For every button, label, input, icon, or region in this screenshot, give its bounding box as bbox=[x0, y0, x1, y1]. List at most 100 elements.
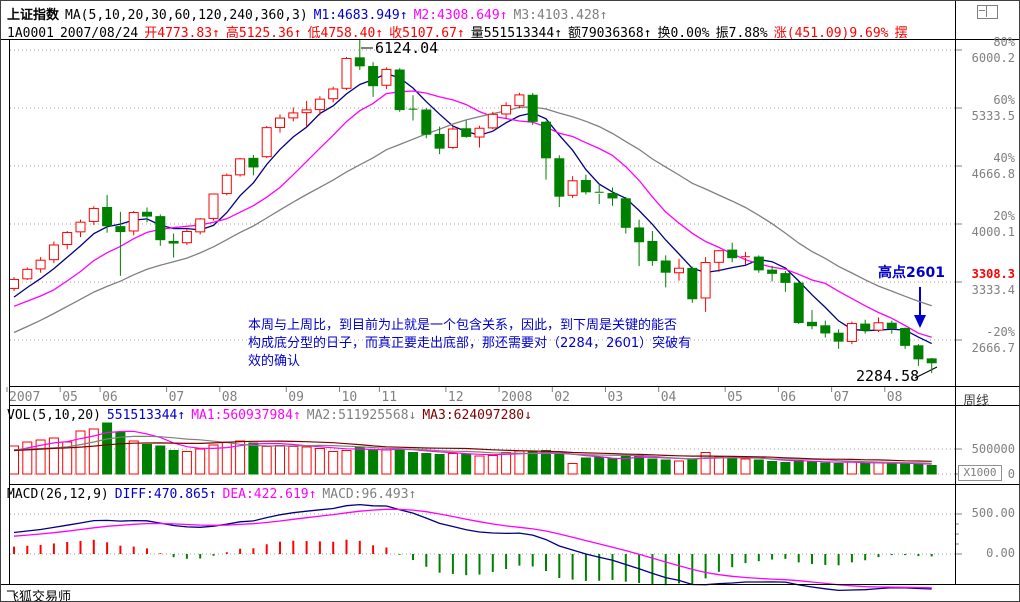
volume-bar bbox=[48, 437, 59, 475]
price-axis-value-label: 3333.4 bbox=[971, 283, 1015, 297]
volume-bar bbox=[434, 454, 445, 475]
candle-body bbox=[155, 216, 166, 241]
volume-bar bbox=[501, 452, 512, 475]
period-label[interactable]: 周线 bbox=[963, 394, 990, 409]
price-axis-pct-label: 3308.3 bbox=[971, 267, 1015, 281]
info-segment: 开4773.83↑ bbox=[144, 26, 220, 41]
info-segment: 2007/08/24 bbox=[59, 26, 139, 41]
price-axis-value-label: 6000.2 bbox=[971, 51, 1015, 65]
volume-ma20-line bbox=[13, 440, 932, 462]
candle-body bbox=[248, 157, 259, 168]
candle-body bbox=[447, 128, 458, 148]
month-label: 10 bbox=[341, 390, 358, 405]
candle-body bbox=[208, 193, 219, 219]
info-segment: 换0.00% bbox=[657, 26, 710, 41]
volume-bar bbox=[753, 459, 764, 475]
candle-body bbox=[807, 321, 817, 327]
info-segment: VOL(5,10,20) bbox=[7, 408, 101, 423]
volume-bar bbox=[727, 458, 738, 475]
volume-bar bbox=[368, 449, 379, 475]
volume-bar bbox=[88, 428, 99, 475]
month-label: 05 bbox=[62, 390, 78, 405]
info-segment: 涨(451.09)9.69% bbox=[773, 26, 889, 41]
candle-body bbox=[514, 94, 525, 107]
info-segment: 额79036368↑ bbox=[568, 26, 652, 41]
volume-unit-badge: X1000 bbox=[958, 465, 1002, 481]
volume-bar bbox=[740, 458, 751, 475]
month-label: 2008 bbox=[501, 390, 533, 405]
candle-body bbox=[474, 127, 485, 138]
volume-bar bbox=[926, 465, 937, 475]
candle-body bbox=[607, 193, 618, 199]
candle-body bbox=[275, 117, 285, 128]
macd-axis-label: 0.00 bbox=[986, 546, 1015, 560]
candle-body bbox=[634, 227, 645, 243]
volume-bar bbox=[820, 462, 831, 475]
info-segment: 收5107.67↑ bbox=[389, 26, 465, 41]
candle-body bbox=[434, 133, 445, 149]
peak-price-label: 6124.04 bbox=[375, 39, 439, 57]
month-label: 02 bbox=[554, 390, 570, 405]
volume-bar bbox=[833, 463, 844, 475]
candle-body bbox=[461, 128, 472, 137]
info-segment: DIFF:470.865↑ bbox=[114, 487, 217, 502]
price-ma10-line bbox=[13, 90, 932, 338]
low-label-leader-line bbox=[914, 366, 938, 379]
candle-body bbox=[9, 278, 19, 289]
candle-body bbox=[128, 212, 139, 232]
candle-body bbox=[22, 268, 33, 280]
volume-bar bbox=[541, 450, 551, 475]
macd-dea-line bbox=[13, 508, 932, 589]
price-ma20-line bbox=[13, 106, 932, 334]
price-axis-pct-label: 80% bbox=[993, 35, 1015, 49]
volume-bar bbox=[860, 463, 871, 475]
volume-bar bbox=[288, 446, 299, 475]
info-segment: M1:4683.949↑ bbox=[313, 8, 408, 23]
volume-bar bbox=[461, 453, 472, 475]
volume-bar bbox=[35, 439, 46, 475]
candle-body bbox=[860, 323, 871, 331]
volume-axis-label: 0 bbox=[1007, 467, 1015, 481]
volume-bar bbox=[408, 452, 418, 475]
candle-body bbox=[35, 259, 46, 270]
candle-body bbox=[541, 121, 551, 159]
volume-bar bbox=[674, 460, 684, 475]
candle-body bbox=[580, 180, 591, 193]
volume-info-line: VOL(5,10,20) 551513344↑ MA1:560937984↑ MA2:… bbox=[7, 408, 951, 423]
info-segment: MA(5,10,20,30,60,120,240,360,3) bbox=[65, 8, 308, 23]
month-label: 11 bbox=[381, 390, 398, 405]
volume-bar bbox=[22, 441, 33, 475]
volume-bar bbox=[527, 451, 538, 475]
volume-bar bbox=[687, 459, 698, 475]
candle-body bbox=[713, 250, 724, 263]
volume-bar bbox=[142, 444, 152, 475]
candle-body bbox=[354, 57, 365, 67]
info-segment: M2:4308.649↑ bbox=[413, 8, 508, 23]
candle-body bbox=[620, 198, 631, 228]
candle-body bbox=[168, 240, 179, 244]
candle-body bbox=[767, 269, 778, 274]
month-label: 08 bbox=[886, 390, 903, 405]
volume-bar bbox=[554, 453, 565, 475]
candle-body bbox=[900, 327, 911, 346]
volume-bar bbox=[75, 430, 86, 475]
candle-body bbox=[394, 69, 405, 111]
volume-bar bbox=[248, 442, 259, 475]
index-info-line: 上证指数 MA(5,10,20,30,60,120,240,360,3) M1:46… bbox=[7, 4, 951, 23]
volume-bar bbox=[846, 461, 857, 475]
volume-bar bbox=[793, 460, 804, 475]
info-segment: 551513344↑ bbox=[106, 408, 186, 423]
price-axis-pct-label: -20% bbox=[986, 325, 1015, 339]
volume-bar bbox=[102, 422, 113, 475]
split-window-icon[interactable] bbox=[977, 5, 998, 19]
volume-bar bbox=[660, 459, 671, 475]
volume-bar bbox=[487, 455, 498, 475]
candle-body bbox=[235, 158, 246, 176]
volume-bar bbox=[900, 463, 911, 475]
volume-axis-label: 500000 bbox=[971, 442, 1015, 456]
candle-body bbox=[753, 256, 764, 271]
candle-body bbox=[381, 68, 392, 86]
recent-high-annotation: 高点2601 bbox=[878, 265, 945, 281]
volume-bar bbox=[700, 452, 711, 475]
